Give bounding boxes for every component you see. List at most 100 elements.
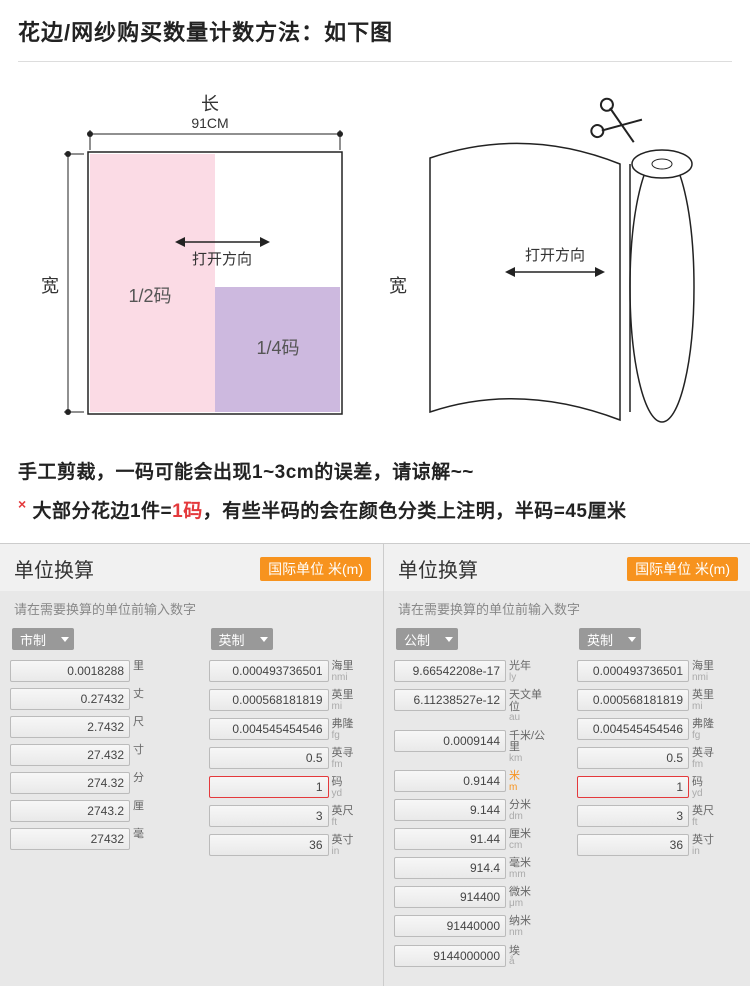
unit-label: 分米dm	[506, 799, 546, 822]
value-input[interactable]: 36	[209, 834, 329, 856]
value-input[interactable]: 3	[577, 805, 689, 827]
value-input[interactable]: 3	[209, 805, 329, 827]
unit-row: 3英尺ft	[577, 805, 740, 828]
unit-label: 寸	[130, 744, 170, 757]
value-input[interactable]: 914400	[394, 886, 506, 908]
arrow-label: 打开方向	[192, 251, 252, 268]
page-title: 花边/网纱购买数量计数方法：如下图	[18, 15, 732, 47]
intl-badge: 国际单位 米(m)	[627, 557, 738, 581]
unit-label: 英寻fm	[329, 747, 369, 770]
value-input[interactable]: 0.0009144	[394, 730, 506, 752]
value-input[interactable]: 1	[209, 776, 329, 798]
half-label: 1/2码	[128, 286, 171, 306]
panel-right: 单位换算 国际单位 米(m) 请在需要换算的单位前输入数字 公制 9.66542…	[384, 544, 750, 986]
value-input[interactable]: 9144000000	[394, 945, 506, 967]
value-input[interactable]: 9.144	[394, 799, 506, 821]
unit-row: 91.44厘米cm	[394, 828, 557, 851]
unit-row: 0.5英寻fm	[577, 747, 740, 770]
unit-label: 弗隆fg	[329, 718, 369, 741]
unit-label: 码yd	[329, 776, 369, 799]
select-shizhi[interactable]: 市制	[12, 628, 74, 650]
unit-row: 27432毫	[10, 828, 175, 850]
unit-label: 埃å	[506, 945, 546, 968]
value-input[interactable]: 36	[577, 834, 689, 856]
unit-label: 英尺ft	[689, 805, 729, 828]
unit-row: 914400微米μm	[394, 886, 557, 909]
value-input[interactable]: 0.004545454546	[577, 718, 689, 740]
value-input[interactable]: 0.0018288	[10, 660, 130, 682]
panel-header: 单位换算 国际单位 米(m)	[384, 544, 750, 591]
panel-title: 单位换算	[14, 554, 94, 583]
unit-label: 里	[130, 660, 170, 673]
unit-label: 英寸in	[689, 834, 729, 857]
select-imperial[interactable]: 英制	[211, 628, 273, 650]
unit-row: 36英寸in	[209, 834, 374, 857]
chevron-down-icon	[260, 637, 268, 642]
unit-label: 码yd	[689, 776, 729, 799]
unit-label: 米m	[506, 770, 546, 793]
value-input[interactable]: 0.27432	[10, 688, 130, 710]
conversion-panels: 单位换算 国际单位 米(m) 请在需要换算的单位前输入数字 市制 0.00182…	[0, 543, 750, 986]
note-2a: 大部分花边1件=	[32, 501, 172, 522]
select-label: 市制	[20, 630, 46, 649]
chevron-down-icon	[445, 637, 453, 642]
unit-label: 英里mi	[329, 689, 369, 712]
unit-row: 274.32分	[10, 772, 175, 794]
value-input[interactable]: 0.000568181819	[209, 689, 329, 711]
unit-row: 0.0018288里	[10, 660, 175, 682]
select-label: 英制	[587, 630, 613, 649]
panel-header: 单位换算 国际单位 米(m)	[0, 544, 383, 591]
unit-label: 丈	[130, 688, 170, 701]
unit-row: 36英寸in	[577, 834, 740, 857]
value-input[interactable]: 0.000493736501	[209, 660, 329, 682]
unit-row: 9144000000埃å	[394, 945, 557, 968]
value-input[interactable]: 0.5	[577, 747, 689, 769]
unit-row: 9.144分米dm	[394, 799, 557, 822]
value-input[interactable]: 91440000	[394, 915, 506, 937]
panel-left: 单位换算 国际单位 米(m) 请在需要换算的单位前输入数字 市制 0.00182…	[0, 544, 384, 986]
width-label: 宽	[41, 276, 59, 296]
select-label: 公制	[404, 630, 430, 649]
value-input[interactable]: 274.32	[10, 772, 130, 794]
unit-row: 91440000纳米nm	[394, 915, 557, 938]
unit-label: 毫米mm	[506, 857, 546, 880]
panel-subtitle: 请在需要换算的单位前输入数字	[0, 591, 383, 628]
select-metric[interactable]: 公制	[396, 628, 458, 650]
unit-row: 0.004545454546弗隆fg	[577, 718, 740, 741]
value-input[interactable]: 0.000568181819	[577, 689, 689, 711]
value-input[interactable]: 27.432	[10, 744, 130, 766]
unit-label: 分	[130, 772, 170, 785]
unit-row: 0.9144米m	[394, 770, 557, 793]
value-input[interactable]: 0.9144	[394, 770, 506, 792]
length-label: 长	[201, 94, 219, 114]
note-2-em: 1码	[172, 501, 203, 522]
note-line-2: × 大部分花边1件=1码，有些半码的会在颜色分类上注明，半码=45厘米	[18, 496, 732, 523]
panel-title: 单位换算	[398, 554, 478, 583]
unit-row: 2743.2厘	[10, 800, 175, 822]
select-imperial-2[interactable]: 英制	[579, 628, 641, 650]
value-input[interactable]: 2743.2	[10, 800, 130, 822]
value-input[interactable]: 1	[577, 776, 689, 798]
unit-row: 2.7432尺	[10, 716, 175, 738]
length-value: 91CM	[191, 115, 228, 131]
unit-row: 0.0009144千米/公里km	[394, 730, 557, 765]
unit-label: 光年ly	[506, 660, 546, 683]
value-input[interactable]: 0.5	[209, 747, 329, 769]
value-input[interactable]: 914.4	[394, 857, 506, 879]
unit-label: 英尺ft	[329, 805, 369, 828]
value-input[interactable]: 6.11238527e-12	[394, 689, 506, 711]
value-input[interactable]: 2.7432	[10, 716, 130, 738]
unit-label: 千米/公里km	[506, 730, 546, 765]
value-input[interactable]: 0.004545454546	[209, 718, 329, 740]
value-input[interactable]: 0.000493736501	[577, 660, 689, 682]
value-input[interactable]: 91.44	[394, 828, 506, 850]
unit-label: 弗隆fg	[689, 718, 729, 741]
note-line-1: 手工剪裁，一码可能会出现1~3cm的误差，请谅解~~	[18, 457, 732, 484]
unit-row: 0.000568181819英里mi	[577, 689, 740, 712]
unit-label: 英寸in	[329, 834, 369, 857]
value-input[interactable]: 27432	[10, 828, 130, 850]
value-input[interactable]: 9.66542208e-17	[394, 660, 506, 682]
diagrams: 长 91CM 宽 打开方向 1/2码 1/4码	[0, 62, 750, 447]
unit-row: 1码yd	[209, 776, 374, 799]
select-label: 英制	[219, 630, 245, 649]
